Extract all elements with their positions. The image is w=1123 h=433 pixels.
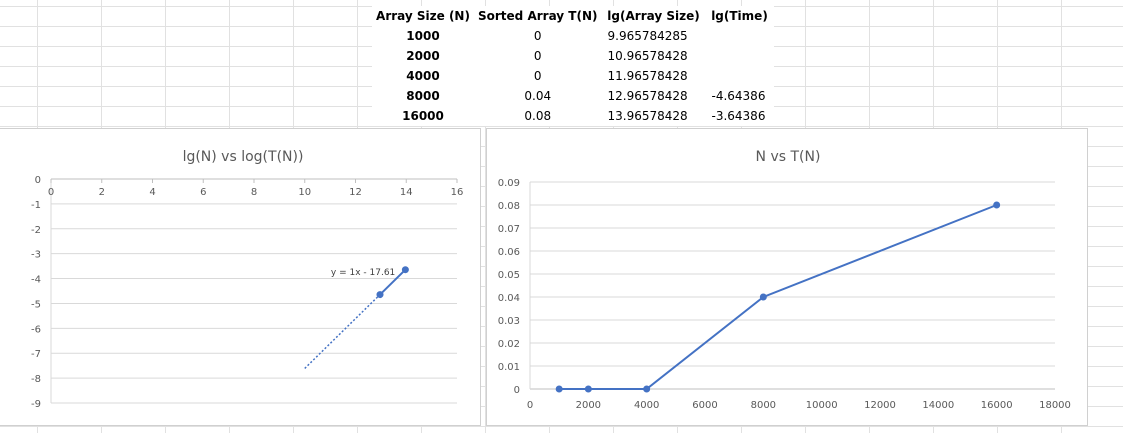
cell-array-size[interactable]: 2000 — [372, 46, 474, 66]
cell-lg-time[interactable] — [705, 66, 774, 86]
chart-2-svg: N vs T(N) 0 0.01 0.02 0.03 0.04 0.05 0.06 0.07 0.… — [498, 149, 1071, 411]
cell-lg-array-size[interactable]: 13.96578428 — [601, 106, 706, 126]
cell-array-size[interactable]: 8000 — [372, 86, 474, 106]
data-point — [376, 291, 384, 299]
table-row: 2000 0 10.96578428 — [372, 46, 774, 66]
data-point — [643, 385, 651, 393]
chart-1-title: lg(N) vs log(T(N)) — [183, 149, 304, 165]
table-row: 16000 0.08 13.96578428 -3.64386 — [372, 106, 774, 126]
trendline-equation: y = 1x - 17.61 — [331, 268, 395, 278]
cell-lg-array-size[interactable]: 10.96578428 — [601, 46, 706, 66]
y-tick-label: -1 — [31, 200, 41, 211]
x-tick-label: 16000 — [981, 400, 1013, 411]
cell-sorted-time[interactable]: 0.04 — [474, 86, 602, 106]
cell-array-size[interactable]: 1000 — [372, 26, 474, 46]
y-tick-label: -6 — [31, 324, 41, 335]
x-tick-label: 8 — [251, 187, 257, 198]
y-tick-label: 0.04 — [498, 293, 520, 304]
x-tick-label: 0 — [527, 400, 533, 411]
cell-lg-array-size[interactable]: 12.96578428 — [601, 86, 706, 106]
table-row: 8000 0.04 12.96578428 -4.64386 — [372, 86, 774, 106]
cell-lg-time[interactable]: -4.64386 — [705, 86, 774, 106]
x-tick-label: 10000 — [806, 400, 838, 411]
cell-lg-time[interactable] — [705, 46, 774, 66]
x-tick-label: 8000 — [751, 400, 776, 411]
cell-lg-array-size[interactable]: 9.965784285 — [601, 26, 706, 46]
table-row: 4000 0 11.96578428 — [372, 66, 774, 86]
y-tick-label: 0.09 — [498, 178, 520, 189]
y-tick-label: -7 — [31, 349, 41, 360]
x-tick-label: 6000 — [692, 400, 717, 411]
x-tick-label: 16 — [451, 187, 464, 198]
y-tick-label: -8 — [31, 374, 41, 385]
cell-sorted-time[interactable]: 0 — [474, 26, 602, 46]
data-point — [759, 293, 767, 301]
x-tick-label: 0 — [48, 187, 54, 198]
y-tick-label: 0.06 — [498, 247, 520, 258]
cell-lg-time[interactable] — [705, 26, 774, 46]
y-tick-label: -5 — [31, 299, 41, 310]
y-tick-label: -9 — [31, 399, 41, 410]
cell-array-size[interactable]: 16000 — [372, 106, 474, 126]
cell-lg-array-size[interactable]: 11.96578428 — [601, 66, 706, 86]
chart-2-title: N vs T(N) — [756, 149, 821, 165]
x-tick-label: 12 — [349, 187, 362, 198]
y-tick-label: 0.03 — [498, 316, 520, 327]
header-sorted-time[interactable]: Sorted Array T(N) — [474, 6, 602, 26]
table-row: 1000 0 9.965784285 — [372, 26, 774, 46]
table-header-row: Array Size (N) Sorted Array T(N) lg(Array … — [372, 6, 774, 26]
cell-array-size[interactable]: 4000 — [372, 66, 474, 86]
x-tick-label: 6 — [200, 187, 206, 198]
y-tick-label: -2 — [31, 225, 41, 236]
data-point — [555, 385, 563, 393]
y-tick-label: 0.02 — [498, 339, 520, 350]
header-array-size[interactable]: Array Size (N) — [372, 6, 474, 26]
chart-n-vs-t[interactable]: N vs T(N) 0 0.01 0.02 0.03 0.04 0.05 0.06 0.07 0.… — [486, 128, 1088, 426]
series-line — [379, 268, 407, 296]
y-tick-label: -3 — [31, 250, 41, 261]
cell-sorted-time[interactable]: 0 — [474, 46, 602, 66]
data-point — [584, 385, 592, 393]
x-tick-label: 10 — [298, 187, 311, 198]
x-tick-label: 12000 — [864, 400, 896, 411]
data-point — [401, 266, 409, 274]
x-tick-label: 4 — [149, 187, 155, 198]
y-tick-label: 0.08 — [498, 201, 520, 212]
x-tick-label: 2000 — [576, 400, 601, 411]
x-tick-label: 4000 — [634, 400, 659, 411]
x-tick-label: 14000 — [922, 400, 954, 411]
chart-1-svg: lg(N) vs log(T(N)) 0 -1 -2 -3 -4 -5 -6 -7 -8 -9 0 2 4… — [31, 149, 464, 410]
y-tick-label: -4 — [31, 275, 41, 286]
y-tick-label: 0 — [514, 385, 520, 396]
y-tick-label: 0 — [35, 175, 41, 186]
data-table: Array Size (N) Sorted Array T(N) lg(Array … — [372, 6, 774, 126]
x-tick-label: 14 — [400, 187, 413, 198]
data-point — [993, 201, 1001, 209]
cell-sorted-time[interactable]: 0.08 — [474, 106, 602, 126]
x-tick-label: 2 — [99, 187, 105, 198]
cell-lg-time[interactable]: -3.64386 — [705, 106, 774, 126]
y-tick-label: 0.07 — [498, 224, 520, 235]
header-lg-time[interactable]: lg(Time) — [705, 6, 774, 26]
x-tick-label: 18000 — [1039, 400, 1071, 411]
header-lg-array-size[interactable]: lg(Array Size) — [601, 6, 706, 26]
cell-sorted-time[interactable]: 0 — [474, 66, 602, 86]
y-tick-label: 0.05 — [498, 270, 520, 281]
trendline — [304, 294, 381, 369]
chart-lg-n-vs-lg-t[interactable]: lg(N) vs log(T(N)) 0 -1 -2 -3 -4 -5 -6 -7 -8 -9 0 2 4… — [0, 128, 481, 426]
y-tick-label: 0.01 — [498, 362, 520, 373]
